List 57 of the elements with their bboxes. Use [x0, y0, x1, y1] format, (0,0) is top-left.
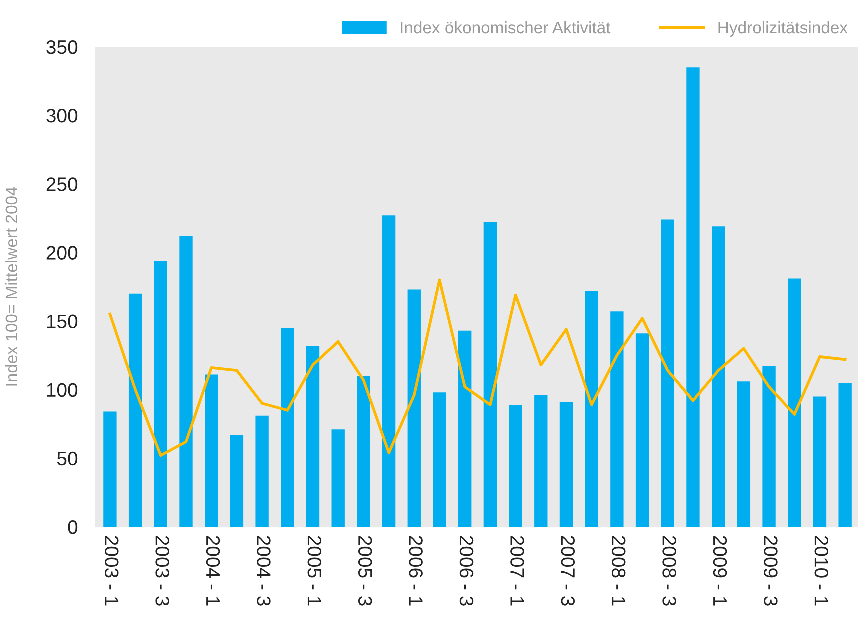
bar	[205, 374, 218, 527]
y-axis-title: Index 100= Mittelwert 2004	[5, 187, 18, 386]
bar	[458, 330, 472, 527]
x-tick-label: 2007 - 3	[561, 536, 576, 606]
bar	[230, 435, 244, 527]
legend-label: Index ökonomischer Aktivität	[401, 21, 611, 34]
bar	[484, 222, 498, 527]
x-tick-label: 2003 - 3	[156, 536, 170, 606]
x-tick-label: 2009 - 3	[764, 536, 778, 606]
bar	[560, 402, 574, 527]
bar	[585, 291, 598, 527]
bar	[382, 216, 396, 527]
x-tick-label: 2006 - 1	[409, 536, 423, 606]
bar	[712, 226, 726, 527]
line-series	[108, 278, 847, 458]
y-tick-label: 350	[46, 40, 78, 54]
y-tick-label: 150	[47, 314, 78, 329]
x-tick-label: 2005 - 1	[308, 536, 322, 606]
bar	[128, 294, 142, 527]
x-tick-label: 2005 - 3	[358, 536, 372, 606]
bar	[813, 396, 827, 527]
bar	[357, 376, 370, 527]
x-tick-label: 2010 - 1	[814, 536, 829, 606]
y-tick-label: 0	[68, 520, 78, 534]
bar	[281, 328, 294, 527]
legend-label: Hydrolizitätsindex	[718, 21, 848, 37]
y-tick-label: 300	[46, 109, 78, 123]
bar	[610, 312, 624, 527]
x-tick-label: 2004 - 3	[257, 536, 271, 606]
bar	[180, 236, 193, 527]
x-tick-label: 2009 - 1	[713, 536, 728, 606]
bar	[838, 383, 852, 527]
x-tick-label: 2008 - 1	[612, 536, 626, 606]
bar	[737, 382, 751, 527]
x-tick-label: 2003 - 1	[104, 536, 119, 606]
bar	[788, 278, 802, 527]
bar	[762, 366, 776, 527]
bar	[306, 346, 320, 527]
bar	[104, 412, 117, 527]
bar	[636, 334, 650, 527]
bar	[509, 404, 522, 527]
y-tick-label: 250	[46, 178, 78, 192]
x-tick-label: 2004 - 1	[206, 536, 220, 606]
y-tick-label: 100	[47, 383, 78, 398]
bar	[661, 220, 674, 527]
y-tick-label: 200	[46, 246, 78, 260]
x-tick-label: 2008 - 3	[662, 536, 676, 606]
bar	[408, 290, 421, 527]
bar	[154, 260, 168, 527]
x-tick-label: 2007 - 1	[510, 536, 524, 606]
bar	[686, 68, 700, 527]
bar	[332, 430, 345, 527]
x-tick-label: 2006 - 3	[460, 536, 474, 606]
bar	[433, 392, 446, 527]
y-tick-label: 50	[57, 452, 78, 466]
bar	[256, 416, 269, 527]
bar	[534, 395, 548, 527]
